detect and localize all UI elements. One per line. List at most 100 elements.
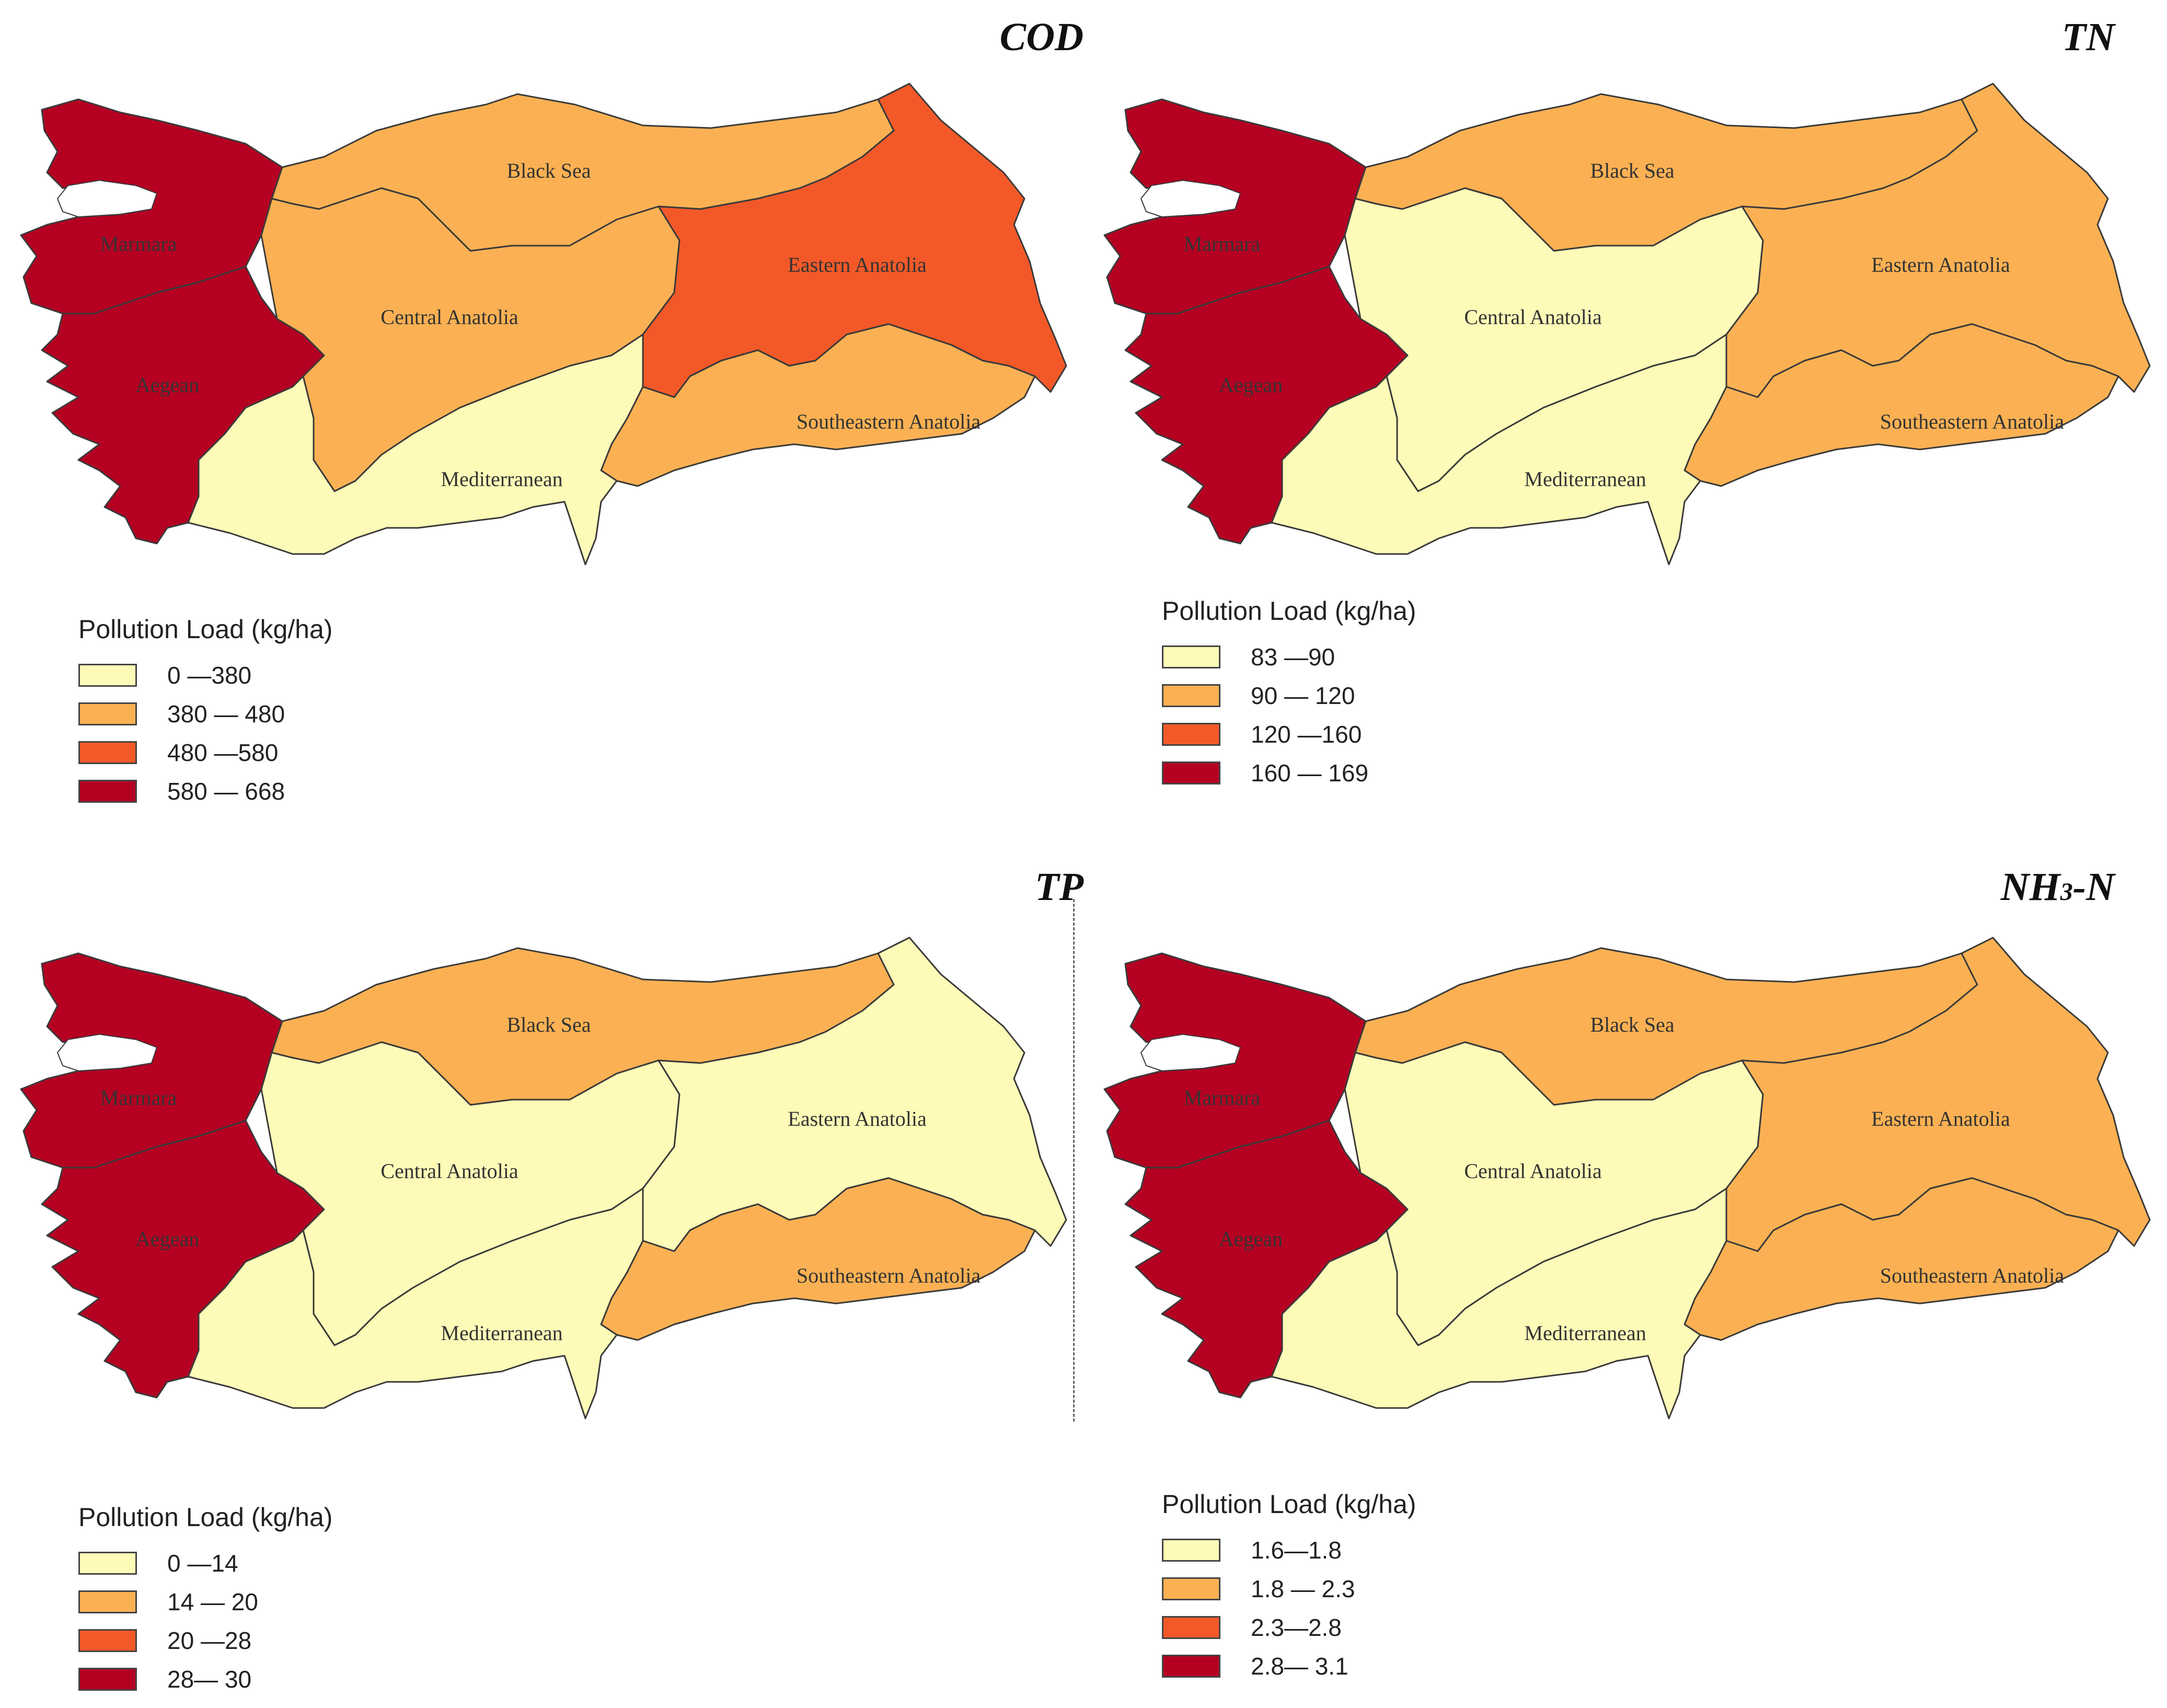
region-label-southeastern-anatolia: Southeastern Anatolia: [1880, 1264, 2064, 1287]
region-label-marmara: Marmara: [100, 1086, 177, 1110]
legend-label: 90 — 120: [1251, 682, 1355, 709]
legend-label: 2.3—2.8: [1251, 1614, 1342, 1641]
legend-label: 160 — 169: [1251, 759, 1369, 787]
region-label-central-anatolia: Central Anatolia: [381, 305, 518, 329]
region-label-southeastern-anatolia: Southeastern Anatolia: [797, 1264, 981, 1287]
legend-label: 14 — 20: [167, 1588, 258, 1615]
turkey-region-map: Marmara Aegean Black Sea Central Anatolia Ea…: [20, 83, 1067, 566]
legend: Pollution Load (kg/ha) 0 —380 380 — 480 480…: [78, 614, 706, 811]
region-label-black-sea: Black Sea: [506, 159, 591, 182]
region-southeastern-anatolia: [1684, 323, 2119, 487]
region-label-mediterranean: Mediterranean: [441, 1321, 562, 1345]
turkey-region-map: Marmara Aegean Black Sea Central Anatolia Ea…: [20, 937, 1067, 1420]
region-mediterranean: [187, 333, 644, 566]
region-aegean: [1124, 1120, 1409, 1399]
legend-swatch: [1162, 761, 1220, 784]
legend: Pollution Load (kg/ha) 0 —14 14 — 20 20 —28…: [78, 1502, 706, 1699]
legend-swatch: [1162, 1577, 1220, 1600]
legend-item: 380 — 480: [78, 695, 706, 733]
sea-of-marmara-shape: [1140, 1033, 1241, 1072]
panel-title: NH3-N: [2000, 865, 2115, 909]
legend-swatch: [1162, 1539, 1220, 1562]
region-label-mediterranean: Mediterranean: [1524, 467, 1646, 491]
region-label-eastern-anatolia: Eastern Anatolia: [1871, 253, 2010, 276]
legend-label: 1.6—1.8: [1251, 1537, 1342, 1564]
legend-item: 1.6—1.8: [1162, 1531, 1789, 1569]
legend-item: 0 —380: [78, 656, 706, 695]
region-label-aegean: Aegean: [135, 373, 199, 397]
region-label-marmara: Marmara: [1184, 1086, 1261, 1110]
panel-title: COD: [999, 15, 1084, 59]
region-southeastern-anatolia: [1684, 1177, 2119, 1341]
sea-of-marmara-shape: [56, 1033, 158, 1072]
region-label-central-anatolia: Central Anatolia: [381, 1159, 518, 1183]
legend-item: 0 —14: [78, 1544, 706, 1583]
legend-title: Pollution Load (kg/ha): [78, 1503, 333, 1532]
legend-item: 1.8 — 2.3: [1162, 1569, 1789, 1608]
region-label-mediterranean: Mediterranean: [1524, 1321, 1646, 1345]
map-panel-tn: TN Marmara Aegean Black Sea Central Anatolia…: [1084, 0, 2167, 854]
region-label-aegean: Aegean: [1219, 373, 1283, 397]
legend-item: 2.3—2.8: [1162, 1608, 1789, 1647]
legend-label: 28— 30: [167, 1666, 252, 1693]
region-aegean: [41, 266, 325, 545]
region-label-southeastern-anatolia: Southeastern Anatolia: [797, 410, 981, 433]
legend-item: 28— 30: [78, 1660, 706, 1699]
region-aegean: [1124, 266, 1409, 545]
region-label-black-sea: Black Sea: [1590, 1013, 1674, 1036]
legend-item: 14 — 20: [78, 1583, 706, 1621]
legend-item: 90 — 120: [1162, 676, 1789, 715]
map-panel-nh3-n: NH3-N Marmara Aegean Black Sea Central Anato…: [1084, 854, 2167, 1708]
legend-title: Pollution Load (kg/ha): [1162, 1490, 1416, 1519]
legend-swatch: [78, 1552, 137, 1575]
legend-item: 20 —28: [78, 1621, 706, 1660]
region-label-southeastern-anatolia: Southeastern Anatolia: [1880, 410, 2064, 433]
legend-label: 1.8 — 2.3: [1251, 1575, 1355, 1602]
legend: Pollution Load (kg/ha) 83 —90 90 — 120 120 …: [1162, 596, 1789, 792]
region-label-eastern-anatolia: Eastern Anatolia: [788, 253, 927, 276]
region-label-eastern-anatolia: Eastern Anatolia: [1871, 1107, 2010, 1130]
legend-label: 580 — 668: [167, 778, 285, 805]
region-label-marmara: Marmara: [100, 232, 177, 256]
region-mediterranean: [1271, 333, 1727, 566]
panel-divider: [1073, 899, 1075, 1422]
region-label-central-anatolia: Central Anatolia: [1464, 305, 1602, 329]
legend-title: Pollution Load (kg/ha): [78, 615, 333, 644]
region-label-marmara: Marmara: [1184, 232, 1261, 256]
region-southeastern-anatolia: [600, 323, 1036, 487]
legend-item: 160 — 169: [1162, 754, 1789, 792]
region-mediterranean: [187, 1187, 644, 1420]
map-panel-tp: TP Marmara Aegean Black Sea Central Anatolia…: [0, 854, 1084, 1708]
region-label-aegean: Aegean: [135, 1227, 199, 1251]
legend-swatch: [1162, 684, 1220, 707]
legend-swatch: [78, 702, 137, 725]
legend-swatch: [78, 1629, 137, 1652]
sea-of-marmara-shape: [56, 179, 158, 218]
region-label-mediterranean: Mediterranean: [441, 467, 562, 491]
legend-label: 480 —580: [167, 739, 279, 766]
legend-item: 580 — 668: [78, 772, 706, 811]
legend-label: 380 — 480: [167, 700, 285, 728]
region-label-black-sea: Black Sea: [506, 1013, 591, 1036]
legend-swatch: [1162, 723, 1220, 746]
legend-swatch: [1162, 1655, 1220, 1678]
legend-label: 0 —380: [167, 662, 252, 689]
region-label-central-anatolia: Central Anatolia: [1464, 1159, 1602, 1183]
legend-label: 2.8— 3.1: [1251, 1653, 1348, 1680]
legend-swatch: [78, 664, 137, 687]
legend-label: 120 —160: [1251, 721, 1362, 748]
legend-item: 480 —580: [78, 733, 706, 772]
legend-label: 0 —14: [167, 1550, 238, 1577]
region-southeastern-anatolia: [600, 1177, 1036, 1341]
sea-of-marmara-shape: [1140, 179, 1241, 218]
legend-swatch: [78, 1668, 137, 1691]
legend-label: 83 —90: [1251, 643, 1335, 671]
legend-item: 2.8— 3.1: [1162, 1647, 1789, 1686]
region-aegean: [41, 1120, 325, 1399]
legend-swatch: [1162, 1616, 1220, 1639]
legend-item: 83 —90: [1162, 638, 1789, 676]
legend-swatch: [78, 1590, 137, 1613]
turkey-region-map: Marmara Aegean Black Sea Central Anatolia Ea…: [1103, 937, 2151, 1420]
map-panel-cod: COD Marmara Aegean Black Sea Central Anatoli…: [0, 0, 1084, 854]
